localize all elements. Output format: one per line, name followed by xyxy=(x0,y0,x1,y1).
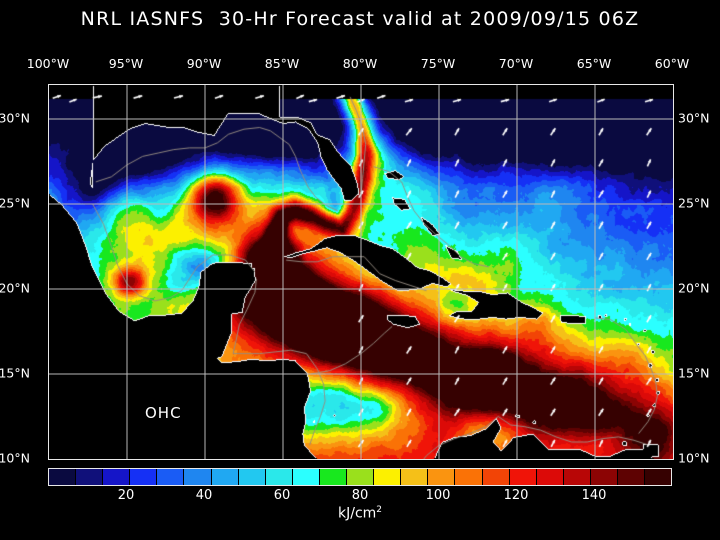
lon-tick-label: 100°W xyxy=(26,56,70,71)
colorbar-swatch xyxy=(319,469,348,485)
colorbar-tick-label: 20 xyxy=(117,488,135,503)
map-gridlines xyxy=(49,85,673,459)
page-title: NRL IASNFS 30-Hr Forecast valid at 2009/… xyxy=(80,8,640,30)
lat-tick-label-left: 15°N xyxy=(0,365,30,381)
lon-tick-label: 85°W xyxy=(264,56,300,71)
colorbar-swatch xyxy=(455,469,483,485)
colorbar-swatch xyxy=(184,469,212,485)
colorbar-tick-label: 120 xyxy=(503,488,529,503)
lat-tick-label-right: 30°N xyxy=(678,110,710,126)
colorbar-swatch xyxy=(617,469,646,485)
lat-tick-label-left: 25°N xyxy=(0,195,30,211)
lat-tick-label-left: 10°N xyxy=(0,450,30,466)
map-plot-area xyxy=(48,84,674,460)
colorbar-swatch xyxy=(130,469,158,485)
colorbar-swatch xyxy=(374,469,402,485)
colorbar-tick-label: 40 xyxy=(195,488,213,503)
colorbar-swatch xyxy=(645,469,672,485)
colorbar-swatch xyxy=(563,469,591,485)
colorbar-swatch xyxy=(157,469,185,485)
colorbar-swatch xyxy=(536,469,564,485)
colorbar-tick-label: 60 xyxy=(273,488,291,503)
lon-tick-label: 75°W xyxy=(420,56,456,71)
colorbar xyxy=(48,468,672,486)
lon-tick-label: 80°W xyxy=(342,56,378,71)
colorbar-units-text: kJ/cm xyxy=(337,505,377,522)
lat-tick-label-left: 20°N xyxy=(0,280,30,296)
colorbar-swatch xyxy=(76,469,104,485)
lat-tick-label-right: 25°N xyxy=(678,195,710,211)
lat-tick-label-left: 30°N xyxy=(0,110,30,126)
lon-tick-label: 60°W xyxy=(654,56,690,71)
ohc-annotation-label: OHC xyxy=(145,404,182,422)
colorbar-swatch xyxy=(401,469,429,485)
colorbar-swatch xyxy=(103,469,131,485)
lat-tick-label-right: 20°N xyxy=(678,280,710,296)
colorbar-swatch xyxy=(211,469,239,485)
colorbar-swatch xyxy=(347,469,375,485)
lon-tick-label: 70°W xyxy=(498,56,534,71)
lon-tick-label: 65°W xyxy=(576,56,612,71)
colorbar-units-label: kJ/cm2 xyxy=(0,505,720,522)
lat-tick-label-right: 10°N xyxy=(678,450,710,466)
colorbar-swatch xyxy=(482,469,510,485)
lon-tick-label: 90°W xyxy=(186,56,222,71)
colorbar-swatch xyxy=(428,469,456,485)
colorbar-swatch xyxy=(265,469,293,485)
colorbar-swatch xyxy=(509,469,537,485)
colorbar-tick-label: 140 xyxy=(581,488,607,503)
lat-tick-label-right: 15°N xyxy=(678,365,710,381)
colorbar-swatch xyxy=(292,469,320,485)
lon-tick-label: 95°W xyxy=(108,56,144,71)
colorbar-tick-label: 100 xyxy=(425,488,451,503)
colorbar-swatch xyxy=(49,469,77,485)
colorbar-swatch xyxy=(238,469,266,485)
colorbar-swatch xyxy=(590,469,618,485)
colorbar-units-exponent: 2 xyxy=(376,505,383,515)
colorbar-tick-label: 80 xyxy=(351,488,369,503)
